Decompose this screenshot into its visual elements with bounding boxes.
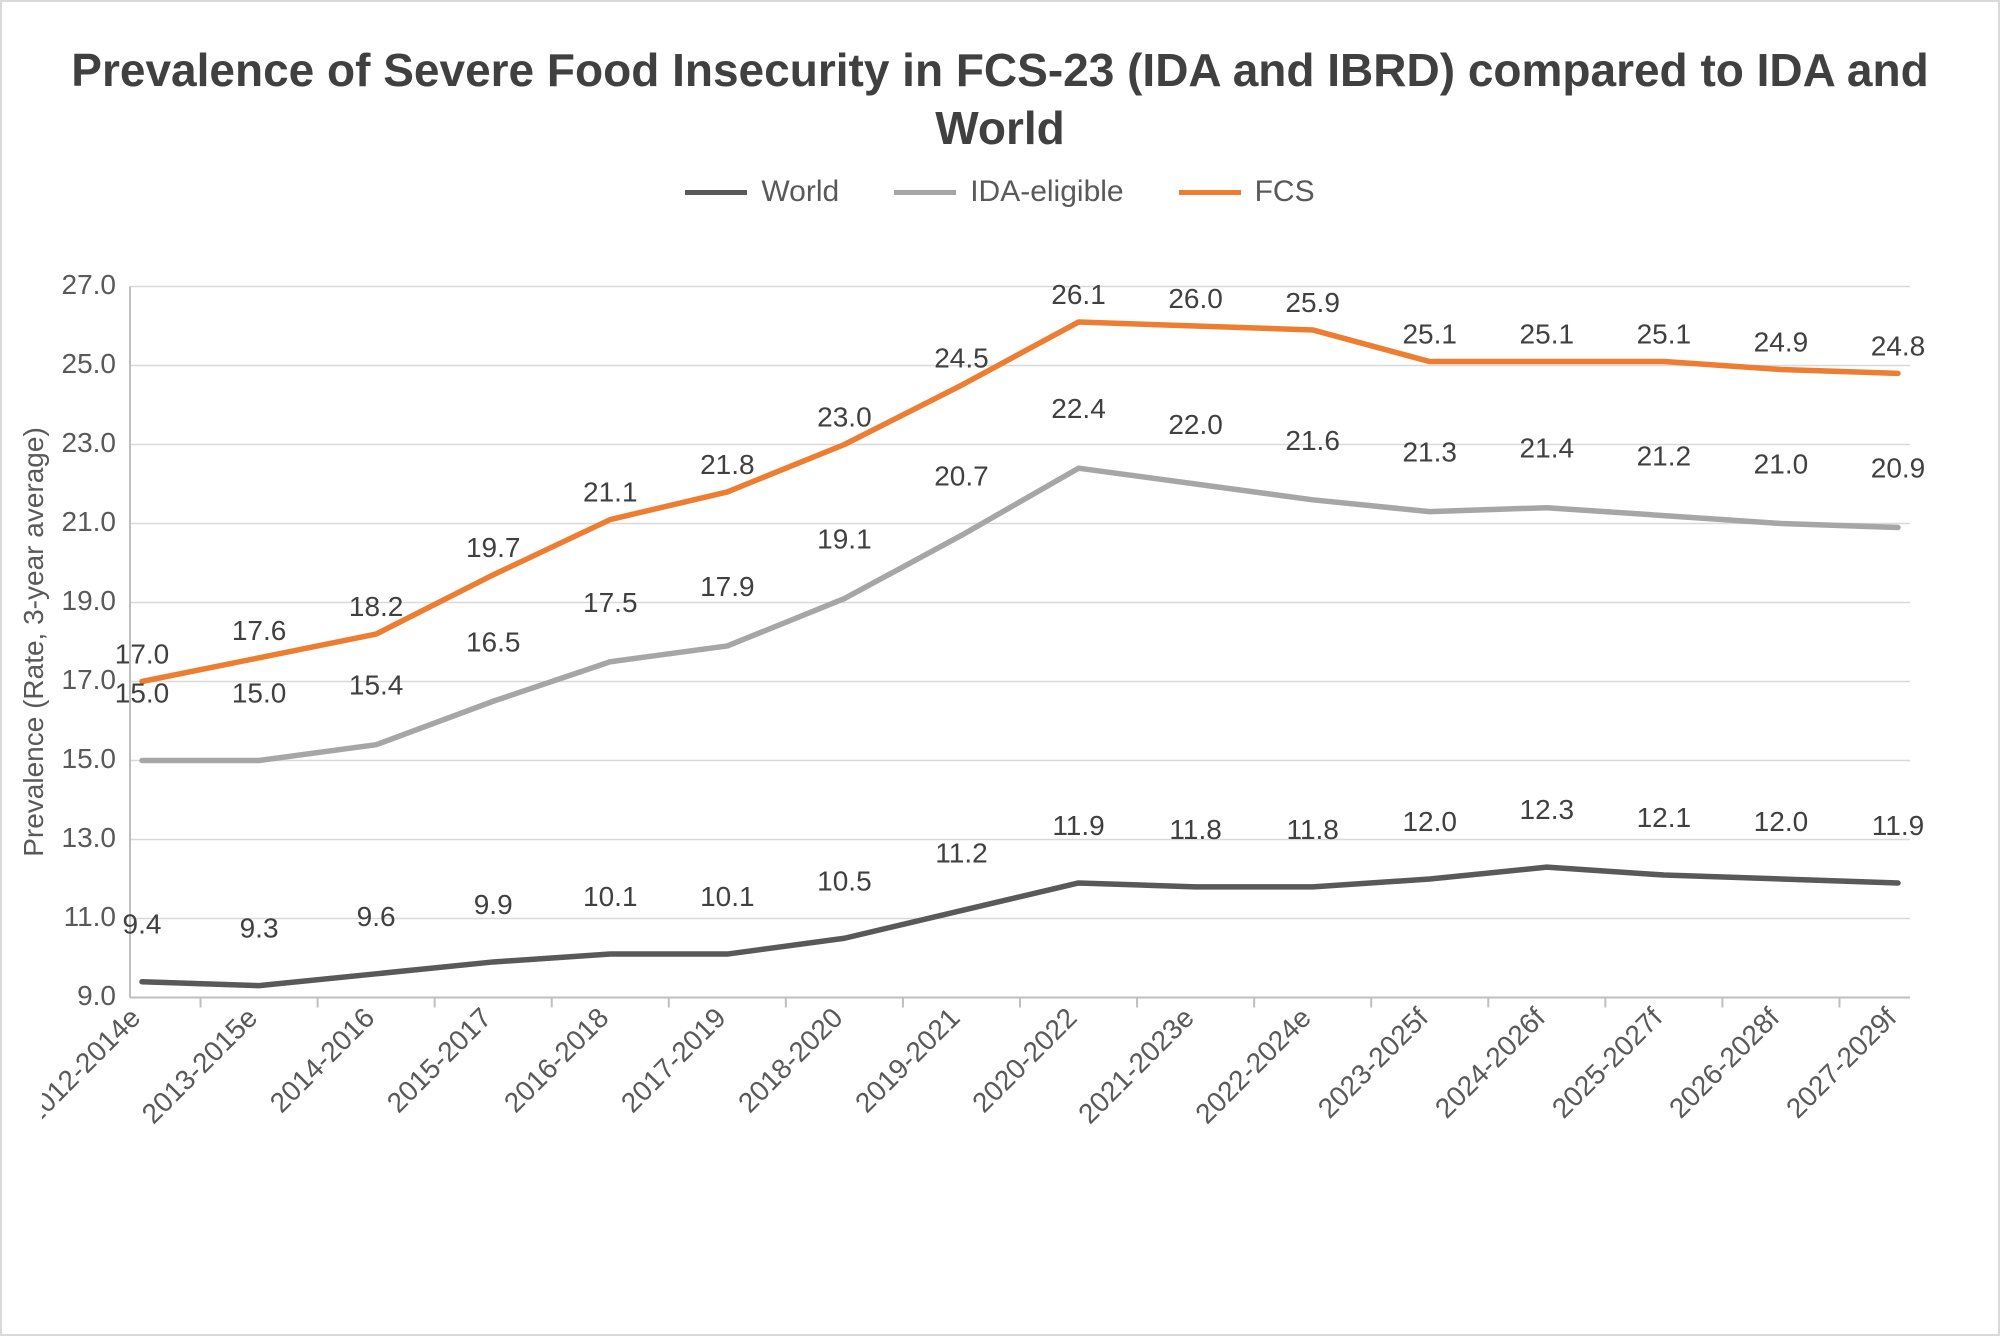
data-label: 17.0 — [115, 639, 170, 670]
line-chart-svg: 9.011.013.015.017.019.021.023.025.027.02… — [42, 237, 1930, 1247]
svg-text:2024-2026f: 2024-2026f — [1429, 1002, 1551, 1124]
data-label: 9.6 — [357, 901, 396, 932]
data-label: 25.1 — [1402, 319, 1457, 350]
data-label: 9.9 — [474, 889, 513, 920]
data-label: 16.5 — [466, 626, 521, 657]
data-label: 12.0 — [1402, 806, 1457, 837]
svg-text:2020-2022: 2020-2022 — [966, 1002, 1083, 1119]
svg-text:2027-2029f: 2027-2029f — [1780, 1002, 1902, 1124]
svg-text:2026-2028f: 2026-2028f — [1663, 1002, 1785, 1124]
data-label: 9.4 — [123, 909, 162, 940]
data-label: 25.1 — [1520, 319, 1575, 350]
data-label: 17.9 — [700, 571, 755, 602]
data-label: 11.8 — [1286, 814, 1338, 845]
svg-text:2017-2019: 2017-2019 — [615, 1002, 732, 1119]
data-label: 11.8 — [1169, 814, 1221, 845]
svg-text:19.0: 19.0 — [62, 585, 117, 616]
svg-text:15.0: 15.0 — [62, 743, 117, 774]
data-label: 21.4 — [1520, 433, 1575, 464]
data-label: 12.3 — [1520, 794, 1575, 825]
data-label: 21.1 — [583, 477, 638, 508]
svg-text:2021-2023e: 2021-2023e — [1072, 1002, 1200, 1130]
data-label: 24.8 — [1871, 330, 1926, 361]
data-label: 17.5 — [583, 587, 638, 618]
svg-text:2022-2024e: 2022-2024e — [1189, 1002, 1317, 1130]
data-label: 21.3 — [1402, 437, 1457, 468]
svg-text:13.0: 13.0 — [62, 822, 117, 853]
legend-item: IDA-eligible — [894, 175, 1123, 209]
svg-text:21.0: 21.0 — [62, 506, 117, 537]
data-label: 10.1 — [700, 881, 755, 912]
data-label: 22.4 — [1051, 393, 1106, 424]
data-label: 15.0 — [115, 678, 170, 709]
plot-area: Prevalence (Rate, 3-year average) 9.011.… — [42, 237, 1958, 1247]
svg-text:2018-2020: 2018-2020 — [732, 1002, 849, 1119]
svg-text:9.0: 9.0 — [77, 980, 116, 1011]
legend-item: World — [685, 175, 839, 209]
data-label: 12.0 — [1754, 806, 1809, 837]
legend-label: FCS — [1255, 175, 1315, 209]
data-label: 11.9 — [1052, 810, 1104, 841]
data-label: 11.9 — [1872, 810, 1924, 841]
svg-text:2013-2015e: 2013-2015e — [136, 1002, 264, 1130]
data-label: 17.6 — [232, 615, 287, 646]
data-label: 11.2 — [935, 838, 987, 869]
data-label: 25.9 — [1285, 287, 1340, 318]
data-label: 15.4 — [349, 670, 404, 701]
legend-swatch — [894, 190, 956, 195]
chart-container: Prevalence of Severe Food Insecurity in … — [0, 0, 2000, 1336]
y-axis-title: Prevalence (Rate, 3-year average) — [18, 427, 50, 857]
chart-title: Prevalence of Severe Food Insecurity in … — [42, 42, 1958, 157]
svg-text:27.0: 27.0 — [62, 269, 117, 300]
data-label: 18.2 — [349, 591, 404, 622]
data-label: 25.1 — [1637, 319, 1692, 350]
series-ida-eligible — [142, 468, 1898, 760]
data-label: 20.9 — [1871, 452, 1926, 483]
chart-legend: World IDA-eligible FCS — [42, 175, 1958, 209]
data-label: 10.5 — [817, 865, 872, 896]
data-label: 10.1 — [583, 881, 638, 912]
svg-text:2019-2021: 2019-2021 — [849, 1002, 966, 1119]
data-label: 21.6 — [1285, 425, 1340, 456]
svg-text:2014-2016: 2014-2016 — [264, 1002, 381, 1119]
data-label: 21.8 — [700, 449, 755, 480]
data-label: 15.0 — [232, 678, 287, 709]
legend-label: IDA-eligible — [970, 175, 1123, 209]
data-label: 24.9 — [1754, 326, 1809, 357]
series-world — [142, 867, 1898, 986]
legend-label: World — [761, 175, 839, 209]
svg-text:2015-2017: 2015-2017 — [381, 1002, 498, 1119]
legend-item: FCS — [1179, 175, 1315, 209]
legend-swatch — [1179, 190, 1241, 195]
data-label: 26.0 — [1168, 283, 1223, 314]
data-label: 24.5 — [934, 342, 989, 373]
data-label: 22.0 — [1168, 409, 1223, 440]
svg-text:11.0: 11.0 — [64, 901, 116, 932]
data-label: 19.7 — [466, 532, 521, 563]
data-label: 20.7 — [934, 460, 989, 491]
svg-text:2023-2025f: 2023-2025f — [1312, 1002, 1434, 1124]
legend-swatch — [685, 190, 747, 195]
data-label: 19.1 — [817, 524, 872, 555]
data-label: 23.0 — [817, 402, 872, 433]
svg-text:17.0: 17.0 — [62, 664, 117, 695]
svg-text:2025-2027f: 2025-2027f — [1546, 1002, 1668, 1124]
svg-text:23.0: 23.0 — [62, 427, 117, 458]
data-label: 12.1 — [1637, 802, 1692, 833]
svg-text:2012-2014e: 2012-2014e — [42, 1002, 146, 1130]
data-label: 21.0 — [1754, 449, 1809, 480]
svg-text:25.0: 25.0 — [62, 348, 117, 379]
svg-text:2016-2018: 2016-2018 — [498, 1002, 615, 1119]
data-label: 9.3 — [240, 913, 279, 944]
data-label: 21.2 — [1637, 441, 1692, 472]
data-label: 26.1 — [1051, 279, 1106, 310]
